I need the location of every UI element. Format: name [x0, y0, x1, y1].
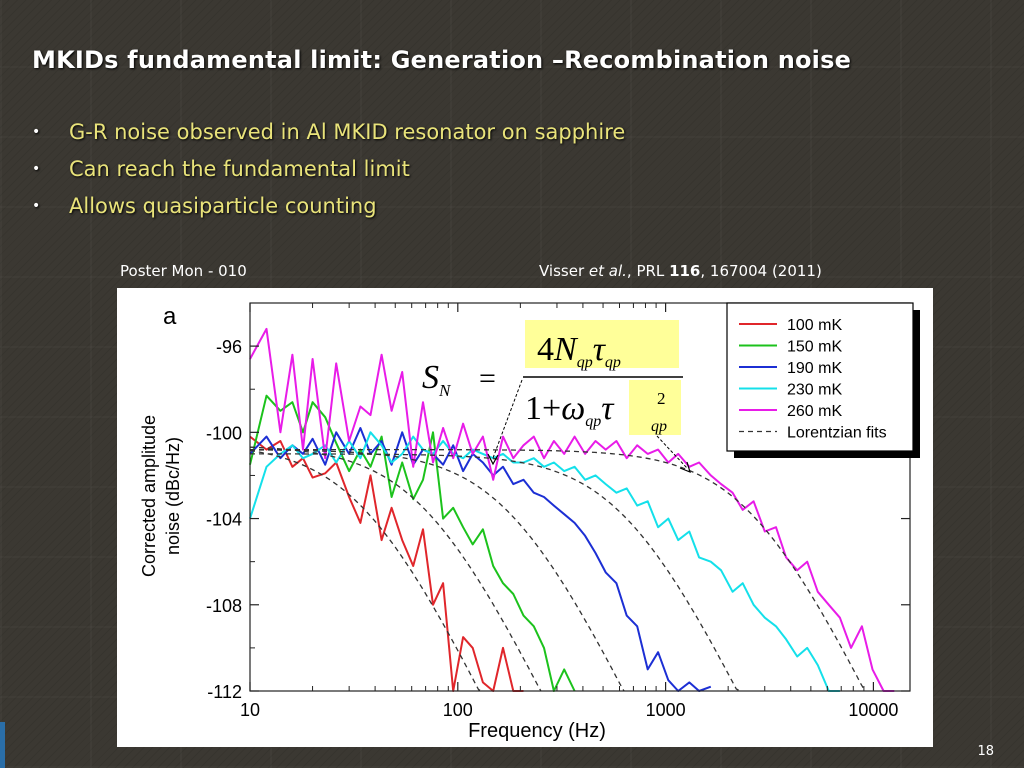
citation-author: Visser	[539, 262, 589, 280]
formula-arrow-right	[656, 435, 688, 469]
y-tick-label: -96	[216, 337, 242, 357]
slide-title: MKIDs fundamental limit: Generation –Rec…	[32, 46, 852, 74]
poster-label: Poster Mon - 010	[120, 262, 247, 280]
lorentzian-fit-1	[249, 449, 483, 692]
y-tick-label: -104	[206, 510, 242, 530]
bullet-text: Allows quasiparticle counting	[69, 194, 377, 218]
bullet-item: • Can reach the fundamental limit	[32, 153, 625, 190]
citation-et-al: et al.	[588, 262, 627, 280]
series-line-190-mk	[249, 427, 712, 692]
x-tick-label: 10000	[848, 700, 898, 720]
y-tick-label: -112	[207, 682, 242, 702]
formula-highlight-tau	[629, 380, 681, 435]
citation-pages-year: , 167004 (2011)	[700, 262, 822, 280]
bullet-dot: •	[32, 198, 41, 214]
formula-highlight-numerator	[525, 320, 679, 368]
bullet-dot: •	[32, 124, 41, 140]
lorentzian-fit-4	[250, 453, 741, 692]
legend-label: 230 mK	[787, 382, 842, 399]
formula-exponent: 2	[657, 389, 666, 408]
citation-volume: 116	[669, 262, 701, 280]
bullet-text: Can reach the fundamental limit	[69, 157, 410, 181]
formula-denominator: 1+ωqpτ	[525, 390, 615, 430]
bullet-list: • G-R noise observed in Al MKID resonator…	[32, 116, 625, 227]
y-tick-label: -108	[206, 596, 242, 616]
formula-lhs: SN	[422, 359, 452, 400]
x-axis-label: Frequency (Hz)	[468, 720, 606, 742]
series-line-100-mk	[249, 435, 524, 692]
formula-equals: =	[479, 362, 496, 395]
legend-label: 260 mK	[787, 403, 842, 420]
legend: 100 mK 150 mK 190 mK 230 mK 260 mK Lorentzian…	[726, 302, 920, 458]
plot-frame	[249, 302, 911, 692]
noise-figure: a -96 -100 -104 -108 -112 10 100 1000 10000 Freq…	[117, 288, 933, 747]
lorentzian-formula: SN = 4Nqpτqp 1+ωqpτ 2 qp	[422, 320, 691, 474]
citation: Visser et al., PRL 116, 167004 (2011)	[539, 262, 822, 280]
legend-label: 190 mK	[787, 360, 842, 377]
formula-arrow-left	[492, 379, 523, 459]
legend-label: Lorentzian fits	[787, 425, 887, 442]
bullet-item: • G-R noise observed in Al MKID resonator…	[32, 116, 625, 153]
legend-label: 100 mK	[787, 317, 842, 334]
fit-layer	[249, 446, 866, 692]
bullet-text: G-R noise observed in Al MKID resonator …	[69, 120, 626, 144]
page-number: 18	[977, 744, 994, 759]
panel-label: a	[163, 303, 177, 330]
arrowhead-left	[487, 453, 499, 466]
formula-numerator: 4Nqpτqp	[537, 331, 621, 371]
citation-journal: , PRL	[626, 262, 670, 280]
slide-accent-stripe	[0, 722, 5, 768]
series-line-260-mk	[249, 327, 895, 692]
lorentzian-fit-3	[250, 449, 625, 692]
x-tick-label: 100	[443, 700, 473, 720]
y-tick-label: -100	[206, 423, 242, 443]
y-axis-label-line2: noise (dBc/Hz)	[163, 437, 183, 555]
formula-tau-subscript: qp	[651, 418, 667, 435]
series-line-150-mk	[249, 394, 576, 692]
bullet-dot: •	[32, 161, 41, 177]
lorentzian-fit-5	[250, 448, 866, 692]
legend-box	[726, 302, 914, 452]
x-tick-label: 10	[240, 700, 260, 720]
legend-label: 150 mK	[787, 339, 842, 356]
x-tick-label: 1000	[646, 700, 686, 720]
bullet-item: • Allows quasiparticle counting	[32, 190, 625, 227]
legend-items: 100 mK 150 mK 190 mK 230 mK 260 mK Lorentzian…	[739, 317, 887, 442]
arrowhead-right	[679, 461, 691, 474]
y-axis-label-line1: Corrected amplitude	[139, 415, 159, 577]
